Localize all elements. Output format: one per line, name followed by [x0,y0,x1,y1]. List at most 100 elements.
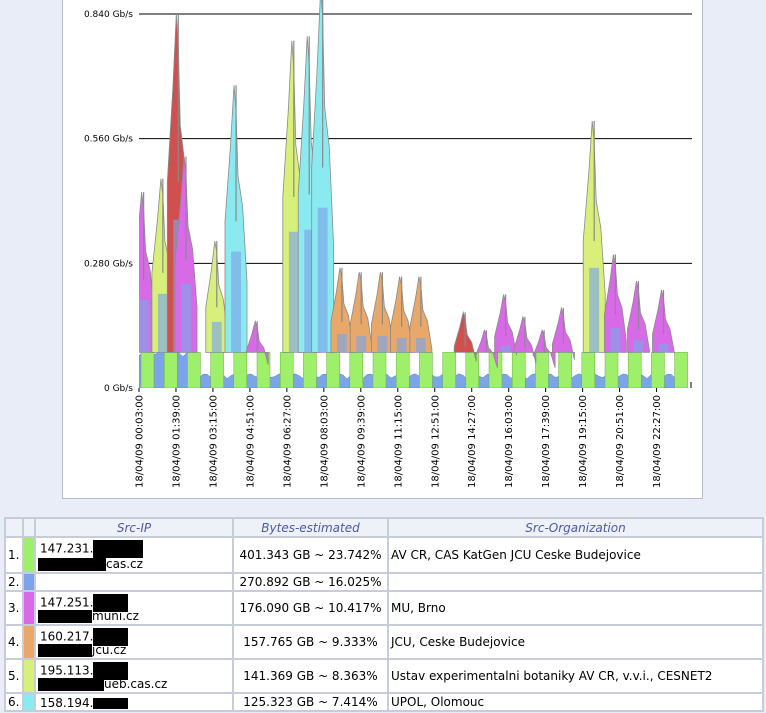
green-series-block [140,352,155,388]
color-swatch [22,572,36,592]
green-series-block [163,352,178,388]
green-series-block [349,352,364,388]
peak-base-7 [288,231,299,353]
bytes-cell: 176.090 GB ~ 10.417% [232,590,389,626]
rank-cell: 4. [4,624,24,660]
color-swatch-fill [24,694,34,710]
src-ip-cell[interactable] [34,572,234,592]
color-swatch [22,658,36,694]
redacted-block [93,628,129,646]
green-series-block [279,352,294,388]
src-ip-cell[interactable]: 147.251. muni.cz [34,590,234,626]
table-row: 2. 270.892 GB ~ 16.025% [4,572,764,592]
green-series-block [674,352,688,388]
color-swatch-fill [24,626,34,658]
src-ip-line2: jcu.cz [38,643,126,657]
peak-base-24 [658,343,669,353]
peak-base-11 [356,335,367,353]
header-bytes[interactable]: Bytes-estimated [232,517,389,538]
x-tick-label-6: 18/04/09 09:39:00 [356,395,367,488]
baseline-series-area [139,351,687,388]
src-ip-cell[interactable]: 147.231. cas.cz [34,536,234,574]
x-tick-label-9: 18/04/09 14:27:00 [467,395,478,488]
x-tick-label-14: 18/04/09 22:27:00 [652,395,663,488]
table-row: 1. 147.231. cas.cz 401.343 GB ~ 23.742% AV C… [4,536,764,574]
rank-cell: 2. [4,572,24,592]
green-series-block [233,352,248,388]
header-swatch [22,517,36,538]
header-src-ip[interactable]: Src-IP [34,517,234,538]
x-tick-label-8: 18/04/09 12:51:00 [430,395,441,488]
peak-base-10 [337,333,347,353]
src-org-cell: UPOL, Olomouc [387,692,764,712]
src-org-cell: Ustav experimentalni botaniky AV CR, v.v… [387,658,764,694]
x-tick-label-2: 18/04/09 03:15:00 [208,395,219,488]
x-tick-label-4: 18/04/09 06:27:00 [282,395,293,488]
src-ip-line1: 160.217. [40,628,129,646]
src-ip-line2: muni.cz [38,609,139,623]
color-swatch [22,692,36,712]
src-ip-prefix: 158.194. [40,696,94,710]
green-series-block [558,352,572,388]
bytes-cell: 157.765 GB ~ 9.333% [232,624,389,660]
bytes-cell: 125.323 GB ~ 7.414% [232,692,389,712]
src-ip-cell[interactable]: 160.217. jcu.cz [34,624,234,660]
src-ip-box: 158.194. [36,694,232,710]
header-src-org[interactable]: Src-Organization [387,517,764,538]
src-ip-cell[interactable]: 195.113. ueb.cas.cz [34,658,234,694]
src-ip-prefix: 195.113. [40,663,94,678]
green-series-block [627,352,642,388]
green-series-block [395,352,410,388]
header-rank [4,517,24,538]
green-series-block [372,352,387,388]
x-tick-label-1: 18/04/09 01:39:00 [171,395,182,488]
src-ip-box [36,574,232,590]
peak-base-12 [377,335,388,353]
color-swatch-fill [24,574,34,590]
y-tick-label-0: 0 Gb/s [104,384,133,394]
top-sources-table: Src-IP Bytes-estimated Src-Organization … [4,517,764,712]
x-tick-label-5: 18/04/09 08:03:00 [319,395,330,488]
rank-cell: 5. [4,658,24,694]
src-ip-cell[interactable]: 158.194. [34,692,234,712]
src-ip-host: jcu.cz [92,643,127,657]
src-ip-host: muni.cz [92,609,139,623]
table-row: 6. 158.194. 125.323 GB ~ 7.414% UPOL, Olomo… [4,692,764,712]
src-ip-box: 195.113. ueb.cas.cz [36,660,232,692]
src-ip-host: ueb.cas.cz [104,677,168,691]
green-series-block [187,352,201,388]
src-ip-box: 160.217. jcu.cz [36,626,232,658]
bytes-cell: 270.892 GB ~ 16.025% [232,572,389,592]
redacted-block [93,662,129,680]
rank-cell: 3. [4,590,24,626]
src-ip-prefix: 147.231. [40,541,94,556]
redacted-block [38,644,92,657]
color-swatch-fill [24,660,34,692]
bytes-cell: 141.369 GB ~ 8.363% [232,658,389,694]
peak-base-9 [317,207,328,353]
x-tick-label-12: 18/04/09 19:15:00 [578,395,589,488]
x-tick-label-7: 18/04/09 11:15:00 [393,395,404,488]
src-ip-line1: 158.194. [40,696,129,710]
peak-base-14 [415,337,426,353]
x-tick-label-13: 18/04/09 20:51:00 [615,395,626,488]
x-tick-label-0: 18/04/09 00:03:00 [135,395,146,488]
redacted-block [93,594,129,612]
x-tick-label-11: 18/04/09 17:39:00 [541,395,552,488]
peak-base-0 [139,299,149,353]
src-ip-box: 147.231. cas.cz [36,538,232,572]
y-tick-label-1: 0.280 Gb/s [84,259,133,269]
color-swatch-fill [24,592,34,624]
src-ip-line2: cas.cz [38,557,143,571]
green-series-block [581,352,596,388]
src-ip-line2: ueb.cas.cz [38,677,167,691]
color-swatch-fill [24,538,34,572]
green-series-block [210,352,224,388]
green-series-block [326,352,340,388]
table-row: 4. 160.217. jcu.cz 157.765 GB ~ 9.333% JCU, … [4,624,764,660]
table-header-row: Src-IP Bytes-estimated Src-Organization [4,517,764,538]
src-ip-line1: 195.113. [40,662,129,680]
traffic-chart-panel: 0 Gb/s 0.280 Gb/s 0.560 Gb/s 0.840 Gb/s 18/0… [62,0,703,499]
redacted-block [38,678,104,691]
src-ip-prefix: 160.217. [40,629,94,644]
